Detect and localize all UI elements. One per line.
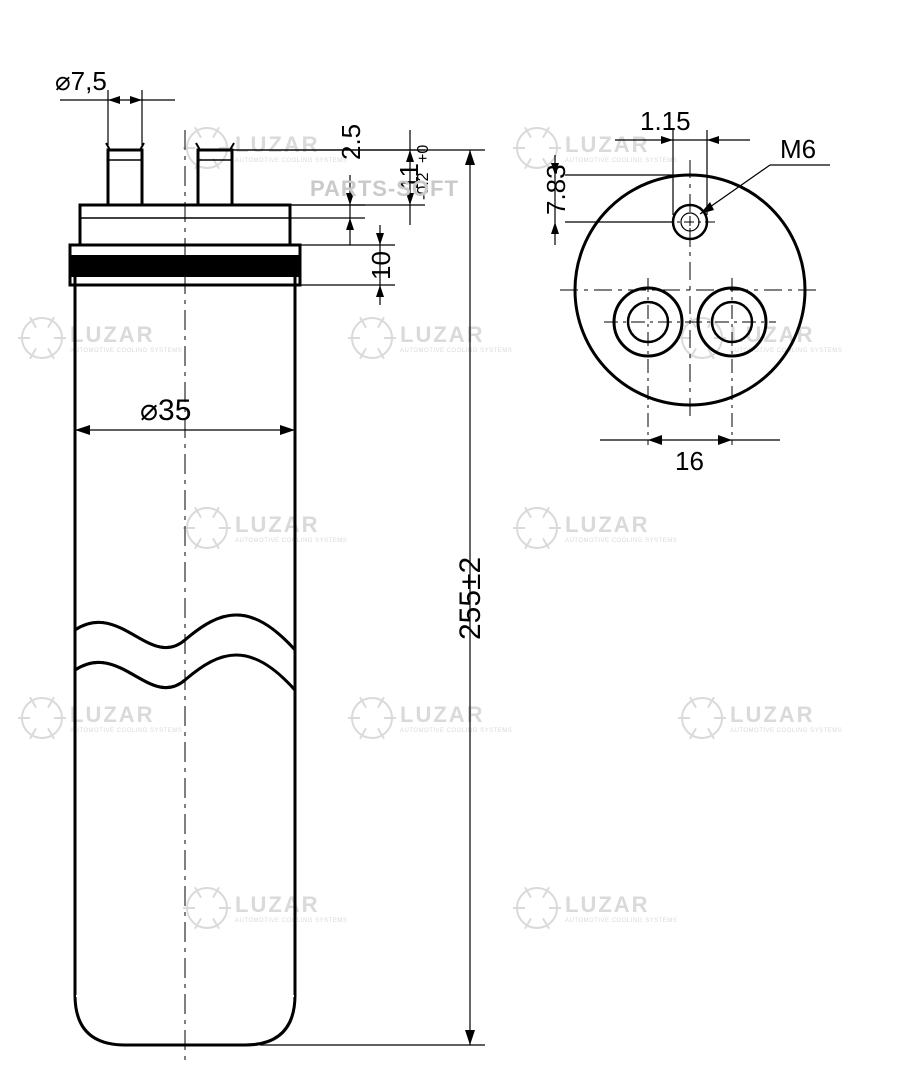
watermark-instance: LUZARAUTOMOTIVE COOLING SYSTEMS <box>513 507 677 549</box>
watermark-text: LUZAR <box>70 322 155 347</box>
watermark-text: LUZAR <box>565 892 650 917</box>
watermark-subtext: AUTOMOTIVE COOLING SYSTEMS <box>400 348 512 354</box>
watermark-instance: LUZARAUTOMOTIVE COOLING SYSTEMS <box>678 697 842 739</box>
watermark-instance: LUZARAUTOMOTIVE COOLING SYSTEMS <box>183 127 347 169</box>
watermark-layer: LUZARAUTOMOTIVE COOLING SYSTEMSLUZARAUTO… <box>18 127 842 929</box>
watermark-text: LUZAR <box>730 322 815 347</box>
watermark-instance: LUZARAUTOMOTIVE COOLING SYSTEMS <box>18 317 182 359</box>
watermark-subtext: AUTOMOTIVE COOLING SYSTEMS <box>235 538 347 544</box>
label-port-tol-upper: +0 <box>415 145 432 163</box>
watermark-subtext: AUTOMOTIVE COOLING SYSTEMS <box>400 728 512 734</box>
watermark-instance: LUZARAUTOMOTIVE COOLING SYSTEMS <box>183 887 347 929</box>
dim-top-offset: 7.83 <box>541 155 690 245</box>
top-port-2 <box>688 278 776 445</box>
label-top-step: 2.5 <box>336 124 366 160</box>
technical-drawing: LUZARAUTOMOTIVE COOLING SYSTEMSLUZARAUTO… <box>0 0 900 1078</box>
top-port-1 <box>604 278 692 445</box>
label-body-dia: ⌀35 <box>140 394 191 427</box>
watermark-instance: LUZARAUTOMOTIVE COOLING SYSTEMS <box>183 507 347 549</box>
watermark-subtext: AUTOMOTIVE COOLING SYSTEMS <box>70 348 182 354</box>
watermark-instance: LUZARAUTOMOTIVE COOLING SYSTEMS <box>348 697 512 739</box>
watermark-subtext: AUTOMOTIVE COOLING SYSTEMS <box>565 918 677 924</box>
label-m6: M6 <box>780 134 816 164</box>
watermark-subtext: AUTOMOTIVE COOLING SYSTEMS <box>565 158 677 164</box>
watermark-instance: LUZARAUTOMOTIVE COOLING SYSTEMS <box>18 697 182 739</box>
port-2 <box>196 143 234 205</box>
watermark-subtext: AUTOMOTIVE COOLING SYSTEMS <box>235 918 347 924</box>
label-port-dia: ⌀7,5 <box>55 66 107 96</box>
port-1 <box>106 143 144 205</box>
label-hole-gap: 1.15 <box>640 106 691 136</box>
watermark-text: LUZAR <box>235 512 320 537</box>
label-overall-length: 255±2 <box>454 557 487 640</box>
dim-port-dia: ⌀7,5 <box>55 66 175 145</box>
dim-neck: 10 <box>295 225 396 305</box>
watermark-text: LUZAR <box>70 702 155 727</box>
watermark-text: LUZAR <box>400 702 485 727</box>
label-neck: 10 <box>366 251 396 280</box>
watermark-text: LUZAR <box>565 132 650 157</box>
watermark-text: LUZAR <box>235 132 320 157</box>
dim-port-spacing: 16 <box>600 435 780 476</box>
watermark-instance: LUZARAUTOMOTIVE COOLING SYSTEMS <box>513 887 677 929</box>
label-port-spacing: 16 <box>675 446 704 476</box>
watermark-text: LUZAR <box>235 892 320 917</box>
watermark-subtext: AUTOMOTIVE COOLING SYSTEMS <box>565 538 677 544</box>
watermark-text: LUZAR <box>400 322 485 347</box>
partsoft-watermark: PARTS-SOFT <box>310 176 459 201</box>
watermark-subtext: AUTOMOTIVE COOLING SYSTEMS <box>70 728 182 734</box>
watermark-text: LUZAR <box>565 512 650 537</box>
watermark-subtext: AUTOMOTIVE COOLING SYSTEMS <box>235 158 347 164</box>
top-view <box>560 160 820 445</box>
watermark-instance: LUZARAUTOMOTIVE COOLING SYSTEMS <box>348 317 512 359</box>
watermark-subtext: AUTOMOTIVE COOLING SYSTEMS <box>730 728 842 734</box>
label-top-offset: 7.83 <box>541 164 571 215</box>
watermark-text: LUZAR <box>730 702 815 727</box>
